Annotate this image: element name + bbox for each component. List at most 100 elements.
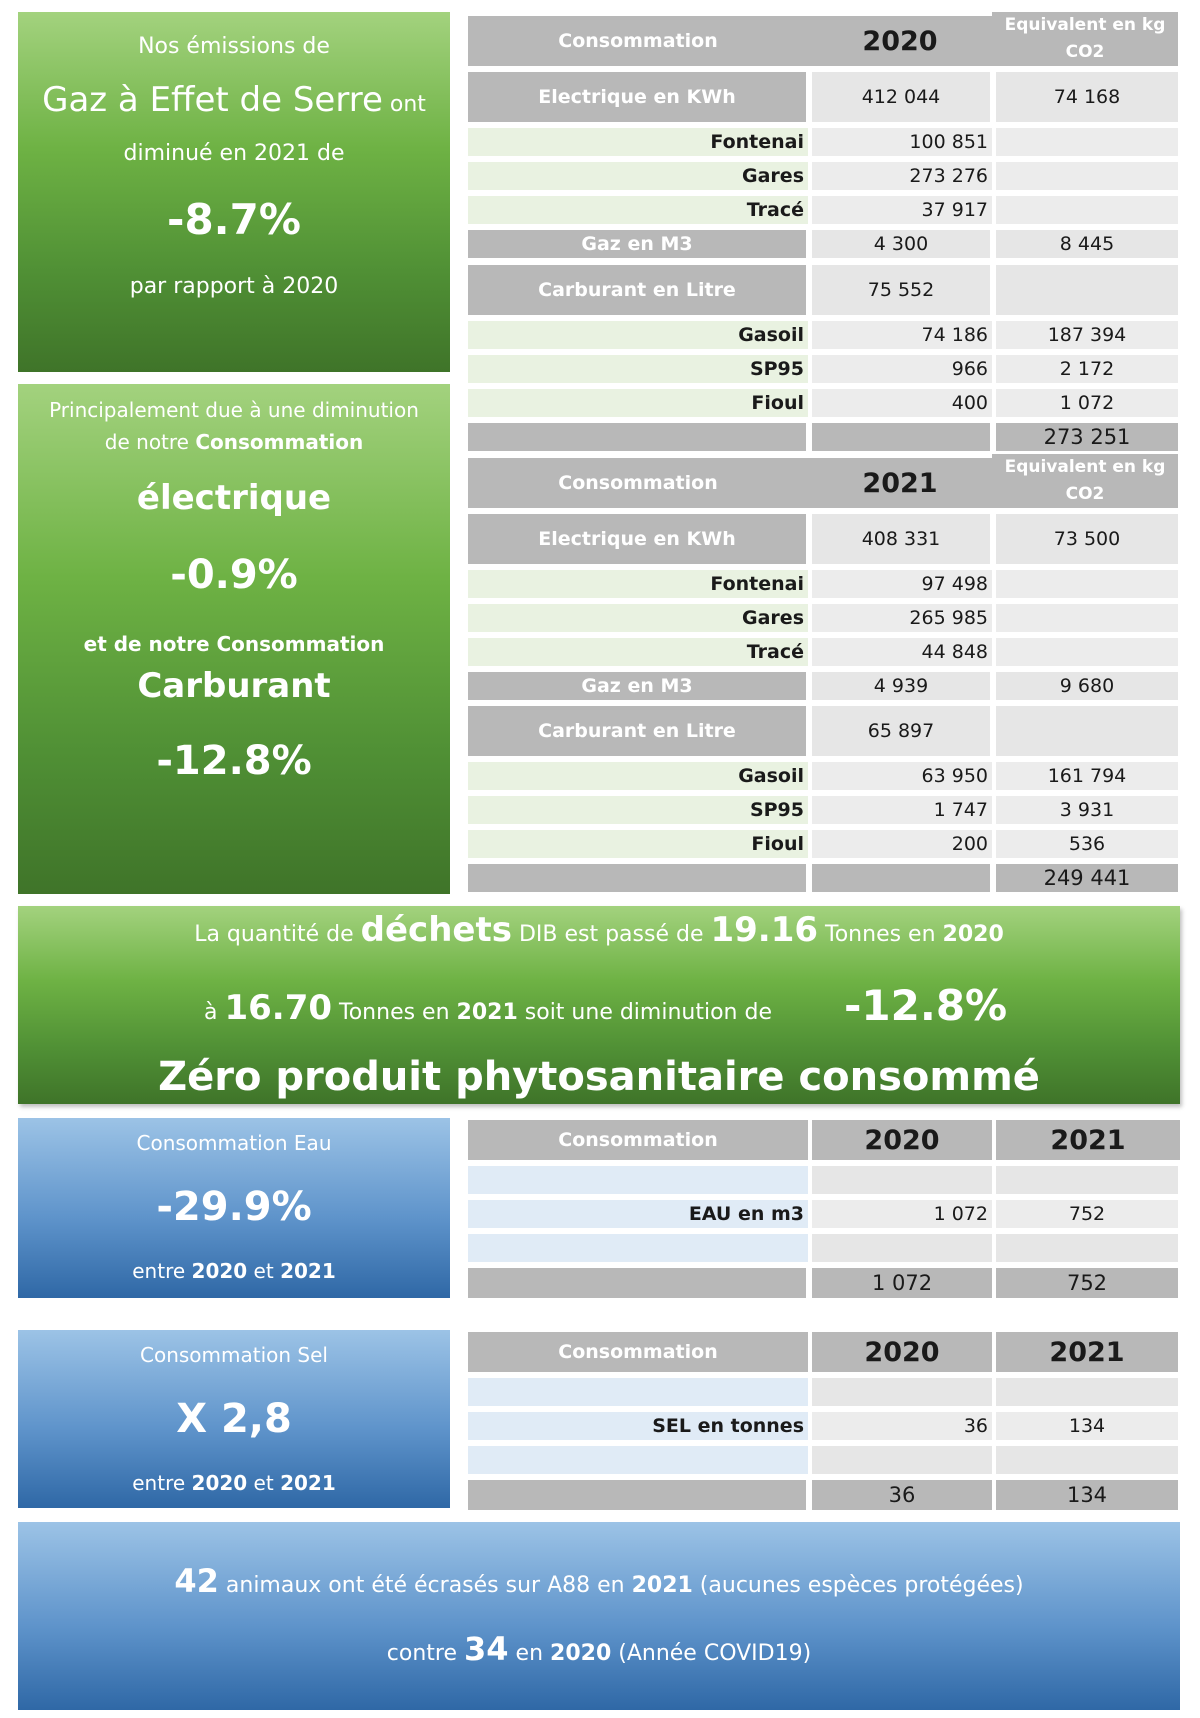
waste-l2-a: à (204, 1000, 225, 1025)
t20-fontenai-co2 (996, 128, 1178, 156)
t20-equiv-header: Equivalent en kg CO2 (992, 12, 1178, 66)
salt-blank-row2-2020 (812, 1446, 992, 1474)
t20-elec-co2: 74 168 (996, 72, 1178, 122)
t20-elec-value: 412 044 (812, 72, 990, 122)
cause-line1: Principalement due à une diminution (49, 398, 419, 422)
t21-total-blank-2 (812, 864, 990, 892)
salt-year-2020: 2020 (812, 1332, 992, 1372)
ghg-line3: diminué en 2021 de (123, 141, 345, 166)
t21-gares-value: 265 985 (812, 604, 992, 632)
t21-gaz-label: Gaz en M3 (468, 672, 806, 700)
salt-factor: X 2,8 (176, 1396, 292, 1442)
water-header-label: Consommation (468, 1120, 808, 1160)
salt-blank-row1-2020 (812, 1378, 992, 1406)
t20-total-blank-2 (812, 423, 990, 451)
ghg-summary-panel: Nos émissions de Gaz à Effet de Serre on… (18, 12, 450, 372)
ghg-title: Gaz à Effet de Serre (42, 80, 383, 120)
t20-gasoil-label: Gasoil (468, 321, 808, 349)
t21-gasoil-value: 63 950 (812, 762, 992, 790)
t20-year: 2020 (808, 16, 992, 66)
t20-carb-value: 75 552 (812, 265, 990, 315)
water-blank-row1-2020 (812, 1166, 992, 1194)
waste-l2-e: soit une diminution de (517, 1000, 772, 1025)
waste-l2-c: Tonnes en (332, 1000, 457, 1025)
salt-row-2020: 36 (812, 1412, 992, 1440)
t20-sp95-co2: 2 172 (996, 355, 1178, 383)
waste-l2-tonnage-2021: 16.70 (224, 988, 333, 1028)
t21-fontenai-co2 (996, 570, 1178, 598)
salt-foot-a: entre (132, 1471, 192, 1495)
t21-total-co2: 249 441 (996, 864, 1178, 892)
animals-l1-b: (aucunes espèces protégées) (692, 1573, 1024, 1598)
water-year-2020: 2020 (812, 1120, 992, 1160)
waste-l1-a: La quantité de (194, 922, 361, 947)
cause-electric-percent: -0.9% (170, 552, 298, 598)
cause-fuel-word: Carburant (137, 666, 331, 706)
water-blank-row2-2021 (996, 1234, 1178, 1262)
cause-line2: de notre Consommation (18, 430, 450, 454)
t20-sp95-value: 966 (812, 355, 992, 383)
t20-total-blank-1 (468, 423, 806, 451)
salt-foot-c: et (247, 1471, 281, 1495)
t20-fontenai-label: Fontenai (468, 128, 808, 156)
water-blank-row2-label (468, 1234, 808, 1262)
salt-blank-row1-2021 (996, 1378, 1178, 1406)
t20-header-label: Consommation (468, 16, 808, 66)
salt-panel: Consommation Sel X 2,8 entre 2020 et 202… (18, 1330, 450, 1508)
salt-blank-row1-label (468, 1378, 808, 1406)
t20-gasoil-co2: 187 394 (996, 321, 1178, 349)
t20-trace-label: Tracé (468, 196, 808, 224)
t20-gaz-value: 4 300 (812, 230, 990, 258)
t20-total-co2: 273 251 (996, 423, 1178, 451)
t20-fioul-co2: 1 072 (996, 389, 1178, 417)
water-foot-2020: 2020 (191, 1259, 248, 1283)
t20-fioul-value: 400 (812, 389, 992, 417)
salt-header-label: Consommation (468, 1332, 808, 1372)
water-row-label: EAU en m3 (468, 1200, 808, 1228)
t21-header-label: Consommation (468, 458, 808, 508)
water-percent: -29.9% (156, 1184, 312, 1230)
t21-trace-co2 (996, 638, 1178, 666)
salt-year-2021: 2021 (996, 1332, 1178, 1372)
water-total-2021: 752 (996, 1268, 1178, 1298)
animals-line2: contre 34 en 2020 (Année COVID19) (18, 1630, 1180, 1668)
t21-trace-label: Tracé (468, 638, 808, 666)
waste-banner: La quantité de déchets DIB est passé de … (18, 906, 1180, 1104)
water-year-2021: 2021 (996, 1120, 1180, 1160)
t20-gaz-label: Gaz en M3 (468, 230, 806, 258)
t21-fioul-co2: 536 (996, 830, 1178, 858)
cause-electric-word: électrique (136, 478, 332, 518)
animals-l2-b: en (508, 1641, 551, 1666)
t21-equiv-header: Equivalent en kg CO2 (992, 454, 1178, 508)
cause-line2-bold: Consommation (195, 430, 364, 454)
waste-line2: à 16.70 Tonnes en 2021 soit une diminuti… (204, 988, 772, 1028)
water-foot-a: entre (132, 1259, 192, 1283)
t21-sp95-value: 1 747 (812, 796, 992, 824)
t21-year: 2021 (808, 458, 992, 508)
t21-carb-co2 (996, 706, 1178, 756)
t21-carb-label: Carburant en Litre (468, 706, 806, 756)
waste-line1: La quantité de déchets DIB est passé de … (18, 910, 1180, 950)
animals-l2-year: 2020 (550, 1641, 612, 1666)
t21-fontenai-label: Fontenai (468, 570, 808, 598)
t20-gaz-co2: 8 445 (996, 230, 1178, 258)
salt-footer: entre 2020 et 2021 (18, 1471, 450, 1495)
t21-elec-co2: 73 500 (996, 514, 1178, 564)
ghg-line5: par rapport à 2020 (129, 274, 339, 299)
animals-count-2021: 42 (174, 1562, 219, 1600)
cause-fuel-percent: -12.8% (156, 738, 312, 784)
salt-total-2021: 134 (996, 1480, 1178, 1510)
animals-l2-c: (Année COVID19) (611, 1641, 812, 1666)
ghg-line1: Nos émissions de (138, 34, 330, 59)
animals-banner: 42 animaux ont été écrasés sur A88 en 20… (18, 1522, 1180, 1710)
water-foot-c: et (247, 1259, 281, 1283)
t21-trace-value: 44 848 (812, 638, 992, 666)
t20-gares-value: 273 276 (812, 162, 992, 190)
water-total-blank (468, 1268, 806, 1298)
water-blank-row1-2021 (996, 1166, 1178, 1194)
t20-trace-value: 37 917 (812, 196, 992, 224)
cause-fuel-line: et de notre Consommation (83, 632, 385, 656)
cause-panel: Principalement due à une diminution de n… (18, 384, 450, 894)
water-row-2021: 752 (996, 1200, 1178, 1228)
t20-carb-label: Carburant en Litre (468, 265, 806, 315)
